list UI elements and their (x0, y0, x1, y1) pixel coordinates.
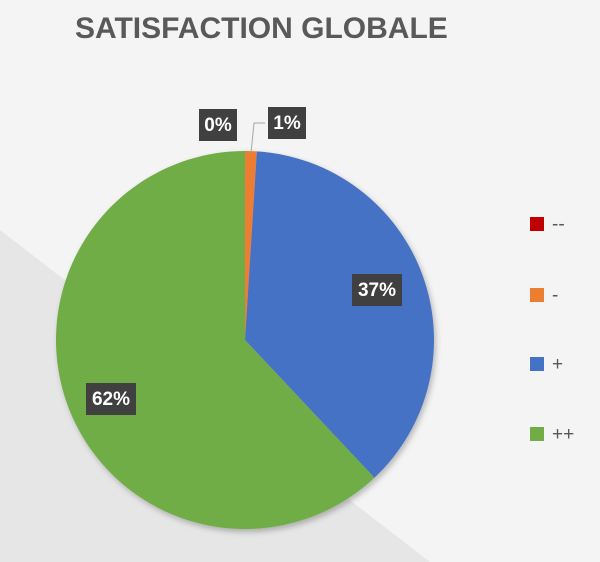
data-label: 37% (358, 280, 396, 301)
data-label-box (268, 107, 306, 139)
data-label: 62% (92, 389, 130, 410)
legend-label: - (552, 285, 558, 306)
pie (55, 151, 434, 530)
legend-label: -- (552, 214, 565, 235)
data-label-box (352, 274, 402, 306)
legend-label: + (552, 354, 563, 375)
data-label: 1% (273, 113, 301, 134)
pie-slice (245, 151, 434, 478)
leader-line (250, 122, 265, 154)
data-label-box (86, 383, 136, 415)
data-label-box (199, 109, 237, 141)
legend-swatch (530, 288, 544, 302)
data-label: 0% (204, 115, 232, 136)
legend-swatch (530, 217, 544, 231)
legend-swatch (530, 357, 544, 371)
chart-title: SATISFACTION GLOBALE (75, 12, 448, 45)
legend-swatch (530, 427, 544, 441)
legend-label: ++ (552, 424, 574, 445)
pie-slice (55, 151, 375, 530)
pie-slice (245, 151, 257, 340)
